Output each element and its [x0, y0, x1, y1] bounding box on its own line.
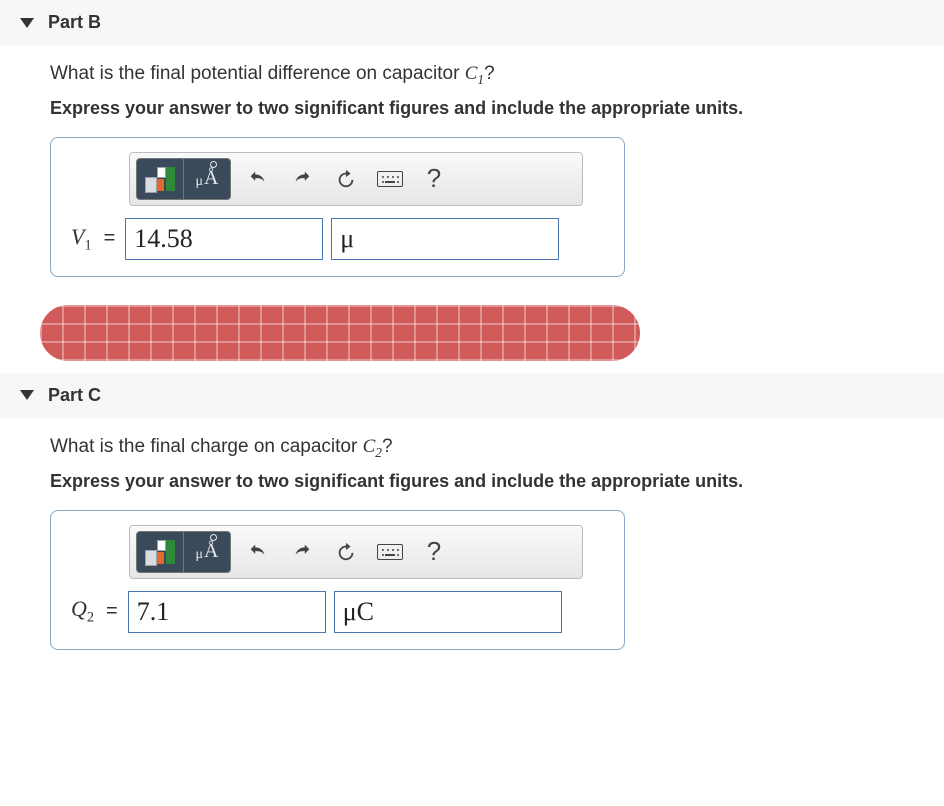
help-icon: ? [427, 163, 441, 194]
units-button[interactable]: μÅ [184, 531, 231, 573]
undo-icon [247, 541, 269, 563]
part-b-answer-box: μÅ ? V1 = [50, 137, 625, 277]
keyboard-button[interactable] [373, 162, 407, 196]
question-text: What is the final potential difference o… [50, 63, 465, 84]
value-input[interactable] [125, 218, 323, 260]
templates-button[interactable] [136, 158, 184, 200]
question-var: C [465, 63, 478, 84]
var-label: Q2 [71, 596, 94, 626]
unit-input[interactable] [331, 218, 559, 260]
equals-sign: = [106, 600, 118, 623]
keyboard-icon [377, 544, 403, 560]
templates-icon [143, 165, 177, 193]
part-b-content: What is the final potential difference o… [0, 45, 944, 295]
help-icon: ? [427, 536, 441, 567]
help-button[interactable]: ? [417, 162, 451, 196]
keyboard-icon [377, 171, 403, 187]
part-b-instruction: Express your answer to two significant f… [50, 98, 904, 119]
redo-button[interactable] [285, 535, 319, 569]
format-group: μÅ [136, 531, 231, 573]
part-c-answer-box: μÅ ? Q2 = [50, 510, 625, 650]
redo-button[interactable] [285, 162, 319, 196]
format-group: μÅ [136, 158, 231, 200]
collapse-icon [20, 390, 34, 400]
question-sub: 2 [375, 445, 382, 460]
redo-icon [291, 541, 313, 563]
part-c-instruction: Express your answer to two significant f… [50, 471, 904, 492]
question-var: C [363, 436, 376, 457]
undo-button[interactable] [241, 162, 275, 196]
question-text: What is the final charge on capacitor [50, 436, 363, 457]
templates-button[interactable] [136, 531, 184, 573]
question-qmark: ? [484, 63, 495, 84]
unit-input[interactable] [334, 591, 562, 633]
reset-button[interactable] [329, 535, 363, 569]
question-qmark: ? [382, 436, 393, 457]
part-b-title: Part B [48, 12, 101, 33]
value-input[interactable] [128, 591, 326, 633]
units-button[interactable]: μÅ [184, 158, 231, 200]
part-b-header[interactable]: Part B [0, 0, 944, 45]
redo-icon [291, 168, 313, 190]
toolbar: μÅ ? [129, 525, 583, 579]
undo-button[interactable] [241, 535, 275, 569]
templates-icon [143, 538, 177, 566]
part-c-answer-row: Q2 = [71, 591, 610, 633]
keyboard-button[interactable] [373, 535, 407, 569]
part-c-question: What is the final charge on capacitor C2… [50, 436, 904, 461]
part-b-answer-row: V1 = [71, 218, 610, 260]
reset-button[interactable] [329, 162, 363, 196]
var-label: V1 [71, 224, 92, 254]
collapse-icon [20, 18, 34, 28]
part-c-title: Part C [48, 385, 101, 406]
reset-icon [335, 168, 357, 190]
part-c-content: What is the final charge on capacitor C2… [0, 418, 944, 668]
part-c-header[interactable]: Part C [0, 373, 944, 418]
equals-sign: = [104, 227, 116, 250]
reset-icon [335, 541, 357, 563]
units-icon: μÅ [196, 540, 219, 563]
units-icon: μÅ [196, 167, 219, 190]
help-button[interactable]: ? [417, 535, 451, 569]
redacted-region [40, 305, 640, 361]
toolbar: μÅ ? [129, 152, 583, 206]
part-b-question: What is the final potential difference o… [50, 63, 904, 88]
undo-icon [247, 168, 269, 190]
